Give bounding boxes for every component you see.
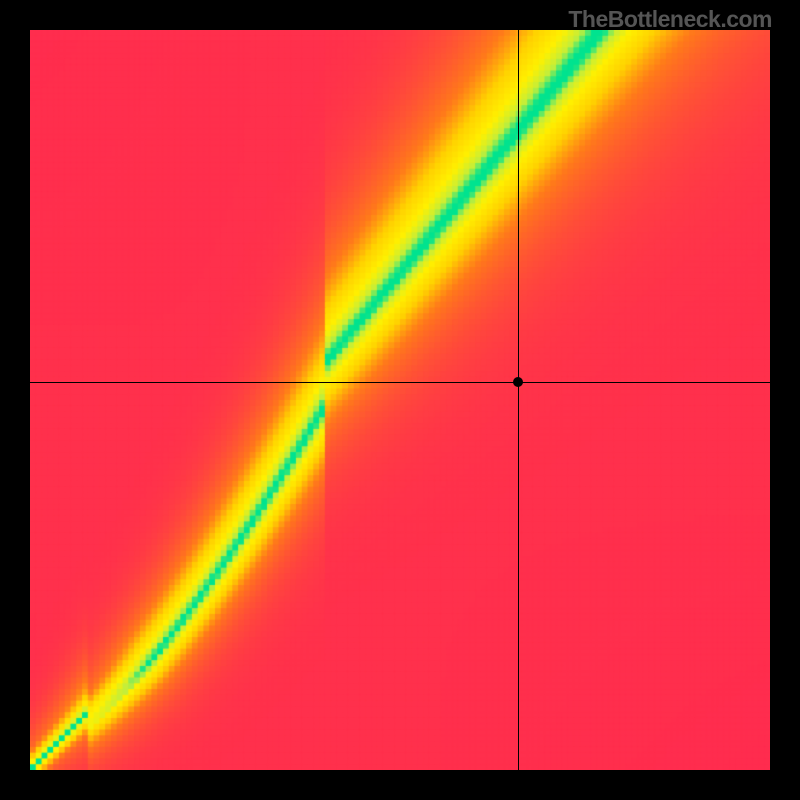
- heatmap-plot: [30, 30, 770, 770]
- crosshair-vertical: [518, 30, 519, 770]
- crosshair-horizontal: [30, 382, 770, 383]
- heatmap-canvas: [30, 30, 770, 770]
- watermark-text: TheBottleneck.com: [568, 6, 772, 33]
- crosshair-marker-dot: [513, 377, 523, 387]
